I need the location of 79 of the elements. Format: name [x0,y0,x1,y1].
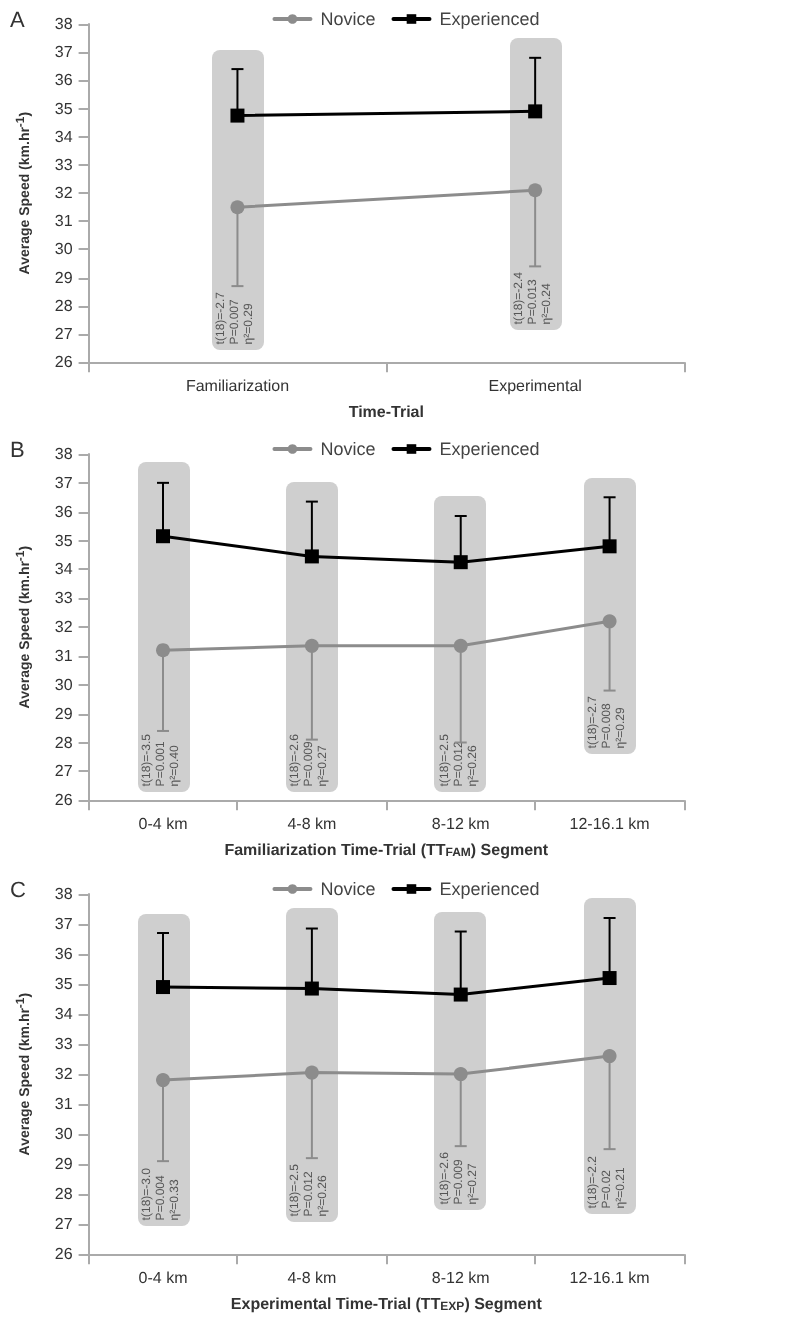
point [156,643,171,658]
y-tick-label: 35 [54,99,74,118]
x-tick-label: 8-12 km [431,815,491,834]
point [453,555,468,570]
y-tick-label: 33 [54,589,74,608]
legend-label: Experienced [439,879,540,899]
x-tick-label: 12-16.1 km [569,815,651,834]
y-tick-label: 37 [54,915,74,934]
point [304,549,319,564]
point [156,980,171,995]
point [602,971,617,986]
y-tick-label: 30 [54,1125,74,1144]
legend-label: Novice [320,9,376,29]
point [156,529,171,544]
x-tick-label: 12-16.1 km [569,1269,651,1288]
y-tick-label: 27 [54,762,74,781]
y-tick-label: 29 [54,1155,74,1174]
point [528,104,543,119]
legend-label: Experienced [439,439,540,459]
y-tick-label: 36 [54,502,74,521]
y-tick-label: 30 [54,675,74,694]
y-tick-label: 36 [54,71,74,90]
y-tick-label: 36 [54,945,74,964]
y-tick-label: 38 [54,445,74,463]
legend-label: Experienced [439,9,540,29]
x-tick-label: Experimental [488,377,583,396]
x-tick-label: 0-4 km [138,815,189,834]
point [304,1065,319,1080]
legend-label: Novice [320,879,376,899]
point [453,1067,468,1082]
legend-label: Novice [320,439,376,459]
x-axis-title: Time-Trial [348,403,424,421]
point [453,987,468,1002]
y-tick-label: 34 [54,560,74,579]
y-tick-label: 32 [54,184,74,203]
y-tick-label: 31 [54,212,74,231]
chart-title: B [10,439,25,463]
y-tick-label: 26 [54,353,74,372]
point [528,183,543,198]
y-tick-label: 31 [54,646,74,665]
y-tick-label: 27 [54,325,74,344]
y-tick-label: 27 [54,1215,74,1234]
y-tick-label: 29 [54,704,74,723]
chart-title: C [10,879,26,903]
y-tick-label: 32 [54,1065,74,1084]
y-tick-label: 33 [54,1035,74,1054]
x-tick-label: 0-4 km [138,1269,189,1288]
y-tick-label: 34 [54,1005,74,1024]
y-tick-label: 31 [54,1095,74,1114]
point [602,539,617,554]
point [602,614,617,629]
y-tick-label: 35 [54,975,74,994]
y-tick-label: 33 [54,155,74,174]
y-tick-label: 28 [54,296,74,315]
x-tick-label: 8-12 km [431,1269,491,1288]
y-tick-label: 37 [54,43,74,62]
y-tick-label: 38 [54,15,74,33]
y-tick-label: 26 [54,791,74,810]
y-tick-label: 28 [54,733,74,752]
y-tick-label: 32 [54,618,74,637]
point [230,200,245,215]
x-tick-label: 4-8 km [287,1269,337,1288]
point [453,638,468,653]
point [304,638,319,653]
point [602,1049,617,1064]
y-tick-label: 37 [54,473,74,492]
chart-title: A [10,9,26,33]
y-tick-label: 26 [54,1245,74,1264]
y-tick-label: 29 [54,268,74,287]
x-tick-label: 4-8 km [287,815,337,834]
y-tick-label: 38 [54,885,74,903]
x-tick-label: Familiarization [185,377,290,396]
y-tick-label: 34 [54,127,74,146]
point [230,108,245,123]
point [304,981,319,996]
y-tick-label: 30 [54,240,74,259]
y-tick-label: 28 [54,1185,74,1204]
y-tick-label: 35 [54,531,74,550]
point [156,1073,171,1088]
